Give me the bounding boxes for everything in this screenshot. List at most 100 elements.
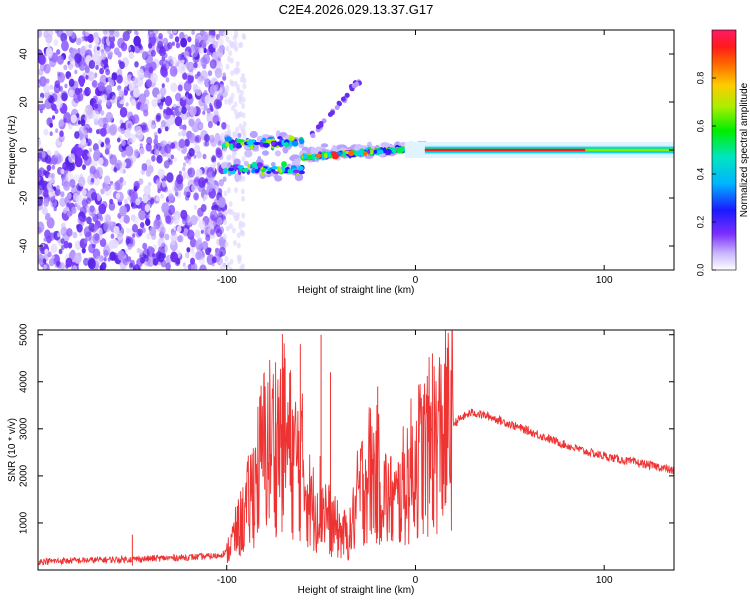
carrier-core bbox=[424, 148, 586, 152]
snr-ytick-label: 4000 bbox=[19, 370, 30, 393]
noise-blob bbox=[125, 227, 130, 234]
noise-blob bbox=[158, 46, 166, 57]
noise-blob bbox=[74, 156, 83, 168]
noise-blob bbox=[56, 99, 63, 109]
noise-blob bbox=[171, 41, 175, 46]
noise-blob bbox=[234, 113, 239, 120]
noise-blob bbox=[51, 164, 56, 170]
noise-blob bbox=[79, 232, 83, 237]
noise-blob bbox=[212, 115, 220, 125]
noise-blob bbox=[66, 210, 72, 217]
signal-blob bbox=[247, 164, 251, 169]
noise-blob bbox=[83, 238, 88, 244]
noise-blob bbox=[82, 30, 86, 36]
noise-blob bbox=[118, 223, 122, 229]
noise-blob bbox=[87, 258, 96, 270]
noise-blob bbox=[165, 77, 170, 83]
signal-blob bbox=[287, 168, 293, 174]
noise-blob bbox=[215, 248, 221, 257]
noise-blob bbox=[238, 98, 243, 105]
noise-blob bbox=[106, 85, 112, 94]
noise-blob bbox=[153, 138, 158, 145]
noise-blob bbox=[122, 30, 130, 42]
noise-blob bbox=[103, 175, 111, 185]
noise-blob bbox=[134, 61, 139, 68]
signal-blob bbox=[222, 168, 228, 175]
noise-blob bbox=[228, 50, 233, 57]
noise-blob bbox=[117, 232, 123, 241]
noise-blob bbox=[224, 241, 229, 248]
noise-blob bbox=[137, 266, 142, 270]
signal-blob bbox=[315, 124, 321, 130]
noise-blob bbox=[138, 178, 144, 186]
signal-blob bbox=[392, 148, 397, 154]
noise-blob bbox=[100, 127, 107, 137]
noise-blob bbox=[138, 209, 147, 221]
noise-blob bbox=[38, 152, 43, 159]
noise-blob bbox=[203, 133, 210, 142]
noise-blob bbox=[158, 32, 163, 40]
signal-blob bbox=[303, 153, 308, 160]
noise-blob bbox=[109, 79, 115, 88]
noise-blob bbox=[84, 115, 90, 124]
noise-blob bbox=[103, 185, 112, 197]
colorbar-tick-label: 0.6 bbox=[695, 120, 705, 133]
noise-blob bbox=[157, 237, 165, 248]
noise-blob bbox=[58, 119, 64, 128]
noise-blob bbox=[41, 206, 48, 216]
noise-blob bbox=[146, 136, 153, 146]
noise-blob bbox=[120, 139, 126, 147]
noise-blob bbox=[98, 157, 104, 166]
signal-blob bbox=[279, 168, 283, 174]
signal-blob bbox=[320, 143, 329, 148]
noise-blob bbox=[159, 104, 163, 110]
noise-blob bbox=[124, 198, 128, 205]
noise-blob bbox=[122, 161, 127, 168]
noise-blob bbox=[76, 204, 81, 211]
noise-blob bbox=[200, 105, 204, 111]
noise-blob bbox=[147, 181, 152, 187]
signal-blob bbox=[316, 153, 322, 159]
noise-blob bbox=[38, 250, 42, 257]
noise-blob bbox=[199, 264, 207, 270]
noise-blob bbox=[57, 55, 64, 65]
noise-blob bbox=[103, 221, 111, 233]
signal-blob bbox=[272, 171, 279, 175]
noise-blob bbox=[125, 145, 134, 157]
noise-blob bbox=[178, 131, 182, 137]
signal-blob bbox=[310, 146, 316, 155]
noise-blob bbox=[123, 89, 128, 96]
noise-blob bbox=[182, 171, 188, 179]
noise-blob bbox=[80, 119, 86, 127]
noise-blob bbox=[186, 61, 195, 73]
noise-blob bbox=[149, 32, 157, 44]
signal-blob bbox=[262, 143, 270, 148]
noise-blob bbox=[182, 166, 186, 172]
noise-blob bbox=[164, 126, 169, 132]
signal-blob bbox=[228, 167, 235, 172]
signal-blob bbox=[396, 150, 404, 154]
noise-blob bbox=[119, 107, 128, 118]
signal-blob bbox=[329, 110, 335, 116]
noise-blob bbox=[242, 129, 247, 136]
noise-blob bbox=[82, 164, 86, 171]
noise-blob bbox=[161, 69, 168, 78]
signal-blob bbox=[358, 149, 363, 154]
noise-blob bbox=[233, 101, 238, 108]
noise-blob bbox=[236, 67, 241, 74]
noise-blob bbox=[49, 84, 54, 90]
noise-blob bbox=[109, 123, 118, 135]
colorbar-tick-label: 0.2 bbox=[695, 216, 705, 229]
noise-blob bbox=[154, 135, 158, 140]
signal-blob bbox=[351, 83, 357, 89]
noise-blob bbox=[233, 187, 238, 194]
noise-blob bbox=[219, 246, 226, 257]
noise-blob bbox=[71, 206, 77, 214]
noise-blob bbox=[133, 149, 140, 157]
noise-blob bbox=[127, 123, 131, 129]
noise-blob bbox=[230, 42, 234, 49]
noise-blob bbox=[125, 248, 129, 253]
noise-blob bbox=[117, 51, 122, 58]
noise-blob bbox=[57, 72, 65, 83]
